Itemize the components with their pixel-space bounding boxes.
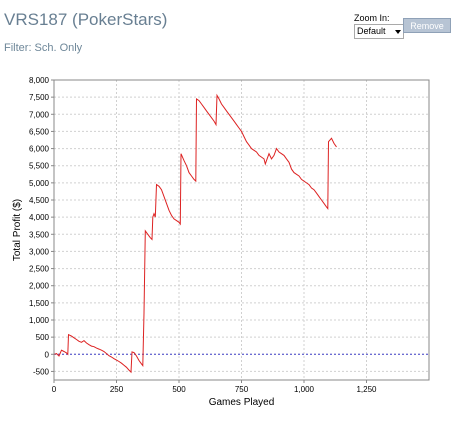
zoom-control: Zoom In: Default xyxy=(354,13,404,39)
x-tick-label: 1,000 xyxy=(294,385,315,394)
x-tick-label: 1,250 xyxy=(356,385,377,394)
y-tick-label: 1,500 xyxy=(29,299,50,308)
remove-button[interactable]: Remove xyxy=(403,18,451,33)
grid-layer xyxy=(53,79,429,380)
chevron-down-icon xyxy=(395,30,401,34)
x-tick-label: 0 xyxy=(52,385,57,394)
x-tick-label: 750 xyxy=(235,385,249,394)
x-axis-label: Games Played xyxy=(209,397,275,408)
x-tick-label: 500 xyxy=(172,385,186,394)
y-axis-label: Total Profit ($) xyxy=(12,199,23,261)
y-tick-label: 4,000 xyxy=(29,213,50,222)
y-tick-label: 2,500 xyxy=(29,265,50,274)
y-tick-label: 0 xyxy=(45,350,50,359)
y-tick-label: 8,000 xyxy=(29,76,50,85)
tick-layer: -50005001,0001,5002,0002,5003,0003,5004,… xyxy=(29,76,377,394)
zoom-select[interactable]: Default xyxy=(354,24,404,39)
y-tick-label: 500 xyxy=(36,333,50,342)
y-tick-label: 7,500 xyxy=(29,93,50,102)
y-tick-label: 3,500 xyxy=(29,230,50,239)
page-title: VRS187 (PokerStars) xyxy=(4,10,168,29)
zoom-label: Zoom In: xyxy=(354,13,390,23)
series-line xyxy=(53,93,337,374)
series-layer xyxy=(53,93,337,374)
y-tick-label: -500 xyxy=(33,367,50,376)
y-tick-label: 6,000 xyxy=(29,145,50,154)
y-tick-label: 4,500 xyxy=(29,196,50,205)
y-tick-label: 2,000 xyxy=(29,282,50,291)
x-tick-label: 250 xyxy=(110,385,124,394)
filter-label: Filter: xyxy=(4,42,32,54)
y-tick-label: 5,000 xyxy=(29,179,50,188)
y-tick-label: 3,000 xyxy=(29,247,50,256)
filter-line: Filter: Sch. Only xyxy=(4,42,82,54)
y-tick-label: 7,000 xyxy=(29,110,50,119)
filter-value: Sch. Only xyxy=(34,42,83,54)
y-tick-label: 1,000 xyxy=(29,316,50,325)
y-tick-label: 6,500 xyxy=(29,127,50,136)
zoom-select-value: Default xyxy=(357,26,386,36)
y-tick-label: 5,500 xyxy=(29,162,50,171)
